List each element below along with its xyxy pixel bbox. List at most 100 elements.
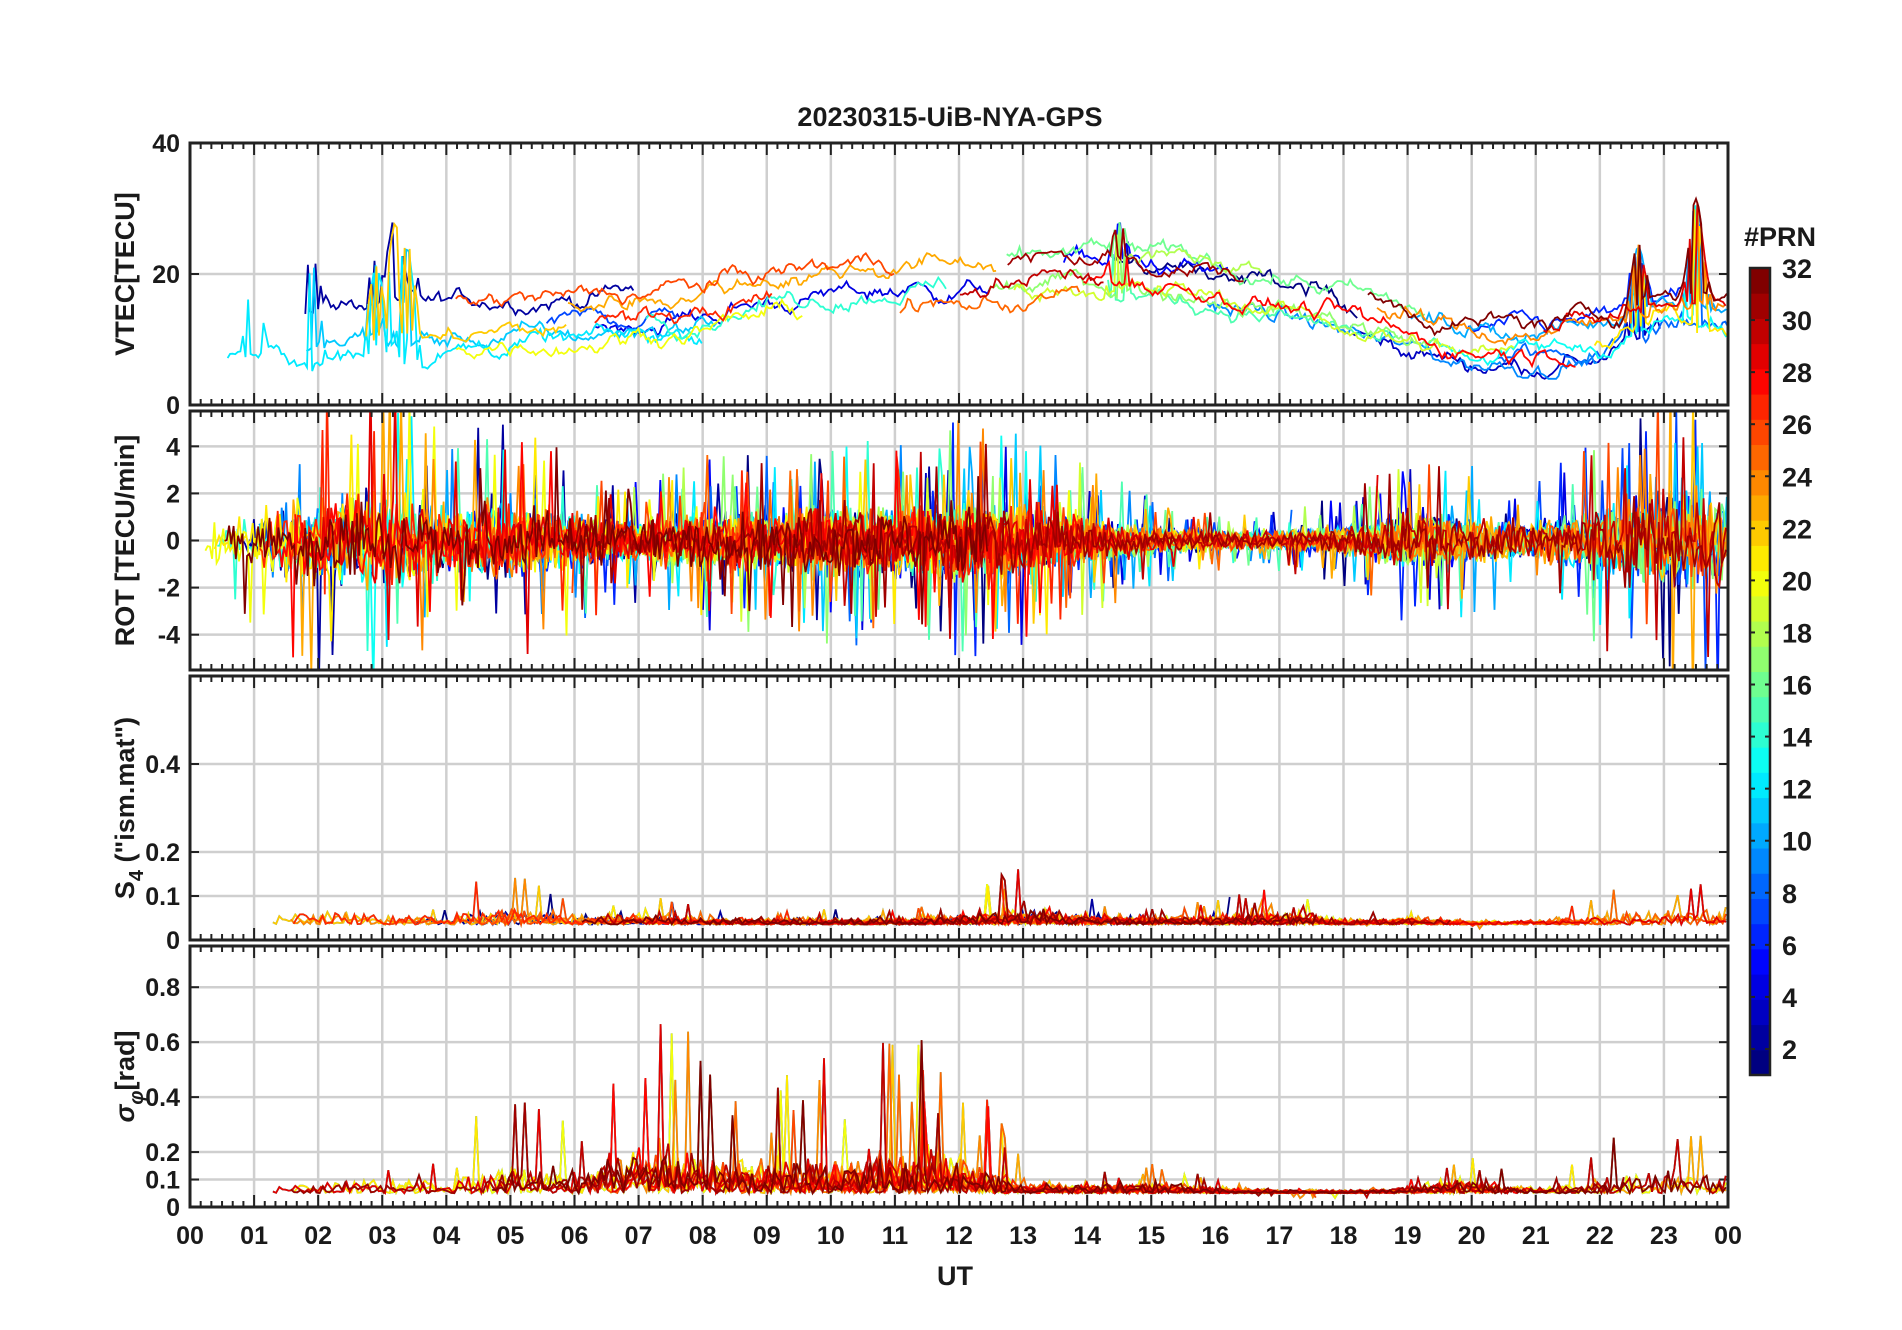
y-tick-label: 0.4 [145,751,180,779]
x-tick-label: 04 [432,1222,460,1250]
y-tick-label: 4 [166,433,180,461]
y-tick-label: 40 [152,130,180,158]
series-line-prn-32 [581,908,1317,927]
x-tick-label: 03 [368,1222,396,1250]
x-tick-label: 05 [497,1222,525,1250]
series-line-prn-32 [1367,196,1728,337]
colorbar-tick-label: 6 [1782,931,1797,961]
series-line-prn-29 [1543,202,1727,334]
y-tick-label: -4 [158,622,180,650]
y-tick-label: 0 [166,528,180,556]
x-tick-labels: 00 01 02 03 04 05 06 07 08 09 10 11 12 13 14 15 16 17 18 19… [176,1222,1742,1250]
colorbar-tick-label: 14 [1782,723,1812,753]
series-line-prn-14 [645,275,947,343]
colorbar-swatch [1750,444,1770,471]
y-tick-label: 20 [152,261,180,289]
series-line-prn-32 [492,1040,1727,1196]
series-line-prn-13 [1423,205,1727,367]
x-tick-label: 20 [1458,1222,1486,1250]
series-line-prn-10 [1410,207,1727,344]
colorbar-swatch [1750,318,1770,345]
y-tick-label: 0.1 [145,1167,180,1195]
colorbar-swatch [1750,570,1770,597]
colorbar-swatch [1750,747,1770,773]
colorbar-swatch [1750,999,1770,1026]
colorbar-swatch [1750,494,1770,521]
x-tick-label: 00 [1714,1222,1742,1250]
panel-s4: 0 0.1 0.2 0.4S4 ("ism.mat") [110,674,1730,955]
colorbar-title: #PRN [1744,222,1816,252]
series-line-prn-17 [988,230,1439,349]
colorbar-tick-label: 4 [1782,983,1797,1013]
y-tick-label: 0.8 [145,974,180,1002]
colorbar-swatch [1750,343,1770,370]
colorbar-tick-label: 12 [1782,775,1812,805]
colorbar-swatch [1750,293,1770,319]
colorbar-swatch [1750,394,1770,420]
series-line-prn-19 [1013,234,1515,356]
colorbar-swatch [1750,797,1770,824]
series-line-prn-5 [1062,222,1229,276]
y-tick-label: 0.2 [145,1139,180,1167]
series-line-prn-9 [1206,301,1598,380]
y-axis-label: ROT [TECU/min] [110,435,140,646]
colorbar-swatch [1750,974,1770,1000]
y-axis-label: VTEC[TECU] [110,192,140,356]
colorbar-tick-label: 28 [1782,358,1812,388]
series-lines [204,411,1728,670]
x-tick-label: 17 [1266,1222,1294,1250]
x-tick-label: 14 [1073,1222,1101,1250]
colorbar-swatch [1750,595,1770,622]
series-line-prn-30 [960,268,1104,299]
colorbar-swatch [1750,520,1770,546]
colorbar-swatch [1750,923,1770,950]
colorbar-swatch [1750,545,1770,572]
x-tick-label: 08 [689,1222,717,1250]
series-line-prn-31 [563,443,1727,614]
y-tick-label: 0.2 [145,839,180,867]
x-tick-label: 07 [625,1222,653,1250]
series-line-prn-3 [1351,263,1661,380]
colorbar-swatch [1750,721,1770,748]
colorbar-swatch [1750,268,1770,294]
series-line-prn-22 [365,221,567,343]
colorbar-tick-label: 26 [1782,410,1812,440]
x-tick-label: 23 [1650,1222,1678,1250]
colorbar-tick-label: 20 [1782,566,1812,596]
colorbar-tick-label: 22 [1782,514,1812,544]
colorbar-swatch [1750,822,1770,849]
colorbar-swatch [1750,646,1770,672]
colorbar-swatch [1750,898,1770,925]
series-line-prn-32 [224,447,989,628]
x-tick-label: 21 [1522,1222,1550,1250]
y-tick-label: 0.4 [145,1084,180,1112]
y-tick-label: 0 [166,927,180,955]
series-line-prn-30 [597,894,1426,927]
series-line-prn-31 [1007,228,1244,283]
colorbar-swatch [1750,368,1770,395]
colorbar-swatch [1750,873,1770,899]
colorbar-swatch [1750,848,1770,874]
y-tick-label: 0 [166,392,180,420]
series-line-prn-16 [1006,221,1426,318]
series-line-prn-7 [545,306,678,331]
x-tick-label: 11 [882,1222,909,1250]
panel-vtec: 0 20 40 VTEC[TECU] [110,130,1730,420]
x-axis-label: UT [937,1261,973,1291]
colorbar-tick-label: 16 [1782,671,1812,701]
colorbar-swatch [1750,419,1770,446]
y-axis-label: σφ[rad] [110,1031,148,1123]
colorbar-tick-label: 2 [1782,1035,1797,1065]
x-tick-label: 06 [561,1222,589,1250]
chart-title: 20230315-UiB-NYA-GPS [797,102,1102,132]
series-lines [272,1024,1727,1200]
series-line-prn-26 [571,411,1713,625]
x-tick-label: 19 [1394,1222,1422,1250]
series-line-prn-2 [304,222,635,317]
series-line-prn-31 [290,1087,1625,1198]
series-line-prn-12 [226,256,703,372]
x-tick-label: 09 [753,1222,781,1250]
panel-sigma_phi: 00.10.2 0.4 0.6 0.8 σφ[rad] [110,944,1730,1222]
